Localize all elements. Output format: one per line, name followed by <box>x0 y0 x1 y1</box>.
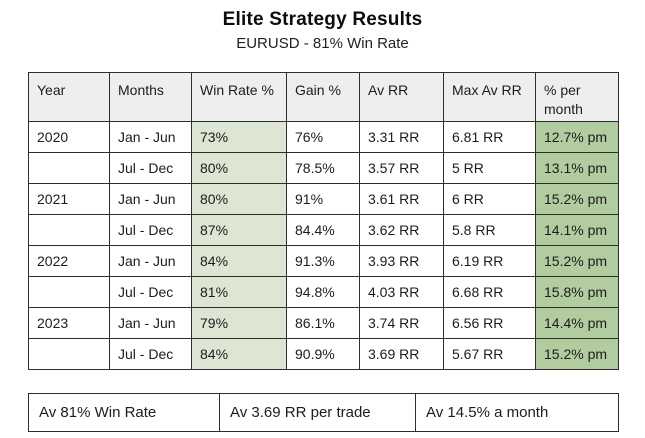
cell-win-rate: 80% <box>191 183 287 215</box>
table-row: Jul - Dec 87% 84.4% 3.62 RR 5.8 RR 14.1%… <box>28 214 619 246</box>
cell-win-rate: 80% <box>191 152 287 184</box>
summary-win-rate: Av 81% Win Rate <box>28 393 220 432</box>
cell-win-rate: 73% <box>191 121 287 153</box>
cell-per-month: 14.1% pm <box>535 214 619 246</box>
cell-gain: 84.4% <box>286 214 360 246</box>
cell-av-rr: 3.74 RR <box>359 307 444 339</box>
summary-table: Av 81% Win Rate Av 3.69 RR per trade Av … <box>28 393 619 432</box>
column-header-max-av-rr: Max Av RR <box>443 72 536 122</box>
table-row: Jul - Dec 84% 90.9% 3.69 RR 5.67 RR 15.2… <box>28 338 619 370</box>
cell-year: 2022 <box>28 245 110 277</box>
column-header-win-rate: Win Rate % <box>191 72 287 122</box>
column-header-year: Year <box>28 72 110 122</box>
cell-win-rate: 79% <box>191 307 287 339</box>
column-header-gain: Gain % <box>286 72 360 122</box>
cell-gain: 78.5% <box>286 152 360 184</box>
cell-av-rr: 3.93 RR <box>359 245 444 277</box>
cell-gain: 90.9% <box>286 338 360 370</box>
cell-gain: 94.8% <box>286 276 360 308</box>
cell-win-rate: 87% <box>191 214 287 246</box>
cell-av-rr: 3.62 RR <box>359 214 444 246</box>
cell-per-month: 15.2% pm <box>535 183 619 215</box>
table-row: 2020 Jan - Jun 73% 76% 3.31 RR 6.81 RR 1… <box>28 121 619 153</box>
summary-rr-per-trade: Av 3.69 RR per trade <box>219 393 416 432</box>
table-row: 2022 Jan - Jun 84% 91.3% 3.93 RR 6.19 RR… <box>28 245 619 277</box>
cell-year <box>28 214 110 246</box>
column-header-months: Months <box>109 72 192 122</box>
cell-gain: 91.3% <box>286 245 360 277</box>
table-row: 2023 Jan - Jun 79% 86.1% 3.74 RR 6.56 RR… <box>28 307 619 339</box>
table-header-row: Year Months Win Rate % Gain % Av RR Max … <box>28 72 619 122</box>
cell-av-rr: 3.31 RR <box>359 121 444 153</box>
cell-av-rr: 3.57 RR <box>359 152 444 184</box>
cell-max-av-rr: 6.19 RR <box>443 245 536 277</box>
cell-year: 2020 <box>28 121 110 153</box>
cell-gain: 91% <box>286 183 360 215</box>
cell-year <box>28 276 110 308</box>
cell-months: Jan - Jun <box>109 183 192 215</box>
cell-max-av-rr: 6.68 RR <box>443 276 536 308</box>
cell-months: Jul - Dec <box>109 276 192 308</box>
column-header-per-month: % per month <box>535 72 619 122</box>
cell-months: Jul - Dec <box>109 214 192 246</box>
cell-months: Jul - Dec <box>109 152 192 184</box>
cell-year: 2023 <box>28 307 110 339</box>
cell-per-month: 12.7% pm <box>535 121 619 153</box>
cell-per-month: 15.8% pm <box>535 276 619 308</box>
summary-monthly-return: Av 14.5% a month <box>415 393 619 432</box>
cell-year: 2021 <box>28 183 110 215</box>
cell-win-rate: 81% <box>191 276 287 308</box>
cell-win-rate: 84% <box>191 338 287 370</box>
page-title: Elite Strategy Results <box>222 9 423 30</box>
cell-year <box>28 338 110 370</box>
results-table: Year Months Win Rate % Gain % Av RR Max … <box>28 72 619 370</box>
cell-av-rr: 4.03 RR <box>359 276 444 308</box>
cell-max-av-rr: 6 RR <box>443 183 536 215</box>
cell-per-month: 15.2% pm <box>535 245 619 277</box>
cell-gain: 86.1% <box>286 307 360 339</box>
column-header-av-rr: Av RR <box>359 72 444 122</box>
cell-max-av-rr: 6.81 RR <box>443 121 536 153</box>
cell-per-month: 13.1% pm <box>535 152 619 184</box>
cell-av-rr: 3.61 RR <box>359 183 444 215</box>
cell-months: Jan - Jun <box>109 121 192 153</box>
cell-av-rr: 3.69 RR <box>359 338 444 370</box>
cell-per-month: 15.2% pm <box>535 338 619 370</box>
cell-months: Jan - Jun <box>109 245 192 277</box>
page-subtitle: EURUSD - 81% Win Rate <box>236 35 409 52</box>
table-row: 2021 Jan - Jun 80% 91% 3.61 RR 6 RR 15.2… <box>28 183 619 215</box>
cell-max-av-rr: 5 RR <box>443 152 536 184</box>
summary-row: Av 81% Win Rate Av 3.69 RR per trade Av … <box>28 393 619 432</box>
table-row: Jul - Dec 81% 94.8% 4.03 RR 6.68 RR 15.8… <box>28 276 619 308</box>
cell-months: Jul - Dec <box>109 338 192 370</box>
cell-max-av-rr: 6.56 RR <box>443 307 536 339</box>
cell-per-month: 14.4% pm <box>535 307 619 339</box>
cell-max-av-rr: 5.67 RR <box>443 338 536 370</box>
cell-win-rate: 84% <box>191 245 287 277</box>
table-row: Jul - Dec 80% 78.5% 3.57 RR 5 RR 13.1% p… <box>28 152 619 184</box>
cell-year <box>28 152 110 184</box>
cell-months: Jan - Jun <box>109 307 192 339</box>
cell-gain: 76% <box>286 121 360 153</box>
cell-max-av-rr: 5.8 RR <box>443 214 536 246</box>
